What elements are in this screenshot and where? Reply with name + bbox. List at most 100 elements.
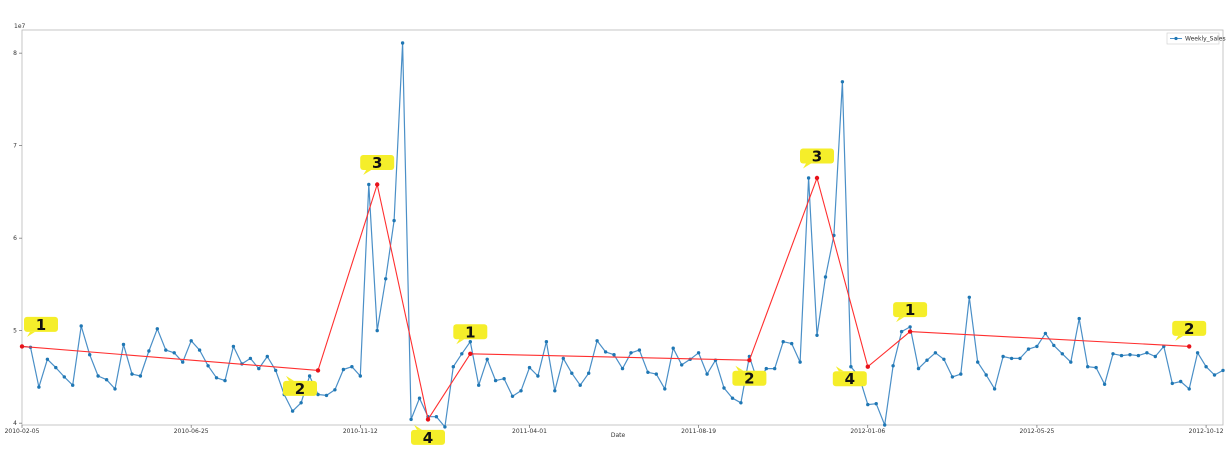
data-point [612,353,616,357]
callout-box [732,370,767,386]
callout-label: 3 [812,148,822,166]
data-point [992,387,997,391]
data-point [1018,356,1022,361]
data-point [460,352,464,356]
data-point [696,351,701,355]
data-point [663,387,667,391]
data-point [620,366,625,371]
callout-pointer [835,366,844,372]
callout-label: 1 [905,301,915,319]
x-tick-label: 2011-08-19 [681,428,716,435]
data-point [1187,387,1191,391]
data-point [866,402,870,407]
data-point [341,367,346,372]
data-point [1086,365,1090,369]
data-point [206,364,210,368]
callout-box [1172,320,1207,336]
data-point [223,378,227,383]
data-point [324,393,329,398]
data-point [1009,356,1014,361]
callout-pointer [286,375,294,381]
data-point [409,417,413,422]
data-point [1119,353,1124,358]
data-point [1221,368,1225,373]
data-point [417,396,422,400]
data-point [527,365,532,370]
data-point [1195,351,1200,355]
data-point [1170,381,1175,386]
data-point [1060,352,1065,356]
data-point [536,374,540,378]
x-tick-label: 2011-04-01 [512,428,547,435]
data-point [71,383,75,387]
pattern-point [315,368,321,373]
pattern-point [747,358,752,363]
callout-2: 2 [1172,320,1207,341]
y-axis: 4 5 6 7 8 [13,50,22,427]
data-point [138,374,143,378]
data-point [637,348,642,352]
data-point [1102,382,1107,386]
callout-label: 4 [423,429,433,447]
x-tick-label: 2010-11-12 [343,428,378,435]
x-tick-label: 2012-01-06 [850,428,885,435]
callout-layer: 1 2 3 4 1 2 3 4 1 2 [24,148,1207,447]
callout-box [360,155,395,170]
x-tick-label: 2010-06-25 [174,428,209,435]
callout-label: 1 [465,323,475,341]
data-point [908,325,912,329]
data-point [840,80,845,84]
data-point [316,392,320,397]
data-point [358,374,362,378]
data-point [45,357,50,361]
data-point [181,360,185,364]
callout-box [24,316,58,332]
data-point [62,375,66,379]
data-point [1043,331,1048,336]
data-point [553,389,557,393]
pattern-point [1187,344,1192,349]
pattern-point [468,351,473,356]
callout-pointer [803,163,811,169]
y-tick-label: 4 [13,420,17,427]
data-point [916,366,921,371]
data-point [121,342,126,347]
data-point [197,348,202,352]
callout-box [453,324,488,340]
data-point [189,339,193,343]
data-point [113,387,117,391]
callout-box [283,380,317,396]
data-point [654,372,658,376]
data-point [367,182,371,187]
data-point [823,275,828,279]
data-point [967,295,971,299]
callout-2: 2 [732,365,767,388]
data-point [570,371,574,375]
data-point [248,356,253,361]
data-point [434,415,439,419]
data-point [96,374,100,378]
data-point [384,277,388,281]
x-axis-label: Date [611,432,626,439]
data-point [519,389,523,393]
data-point [214,376,219,380]
pattern-layer [19,175,1192,422]
pattern-point [907,329,913,334]
data-point [544,340,549,344]
data-point [37,385,41,389]
data-point [392,218,396,223]
pattern-point [19,344,25,349]
plot-area [21,29,1224,426]
data-point [578,383,582,387]
data-point [172,351,176,355]
data-point [307,374,312,378]
data-point [561,356,565,361]
data-point [705,372,709,376]
data-point [925,358,929,362]
callout-pointer [414,424,422,430]
callout-3: 3 [360,154,395,175]
data-point [257,366,261,371]
data-point [274,368,278,373]
data-point [1094,365,1098,370]
x-axis: 2010-02-05 2010-06-25 2010-11-12 2011-04-01… [5,425,1224,435]
